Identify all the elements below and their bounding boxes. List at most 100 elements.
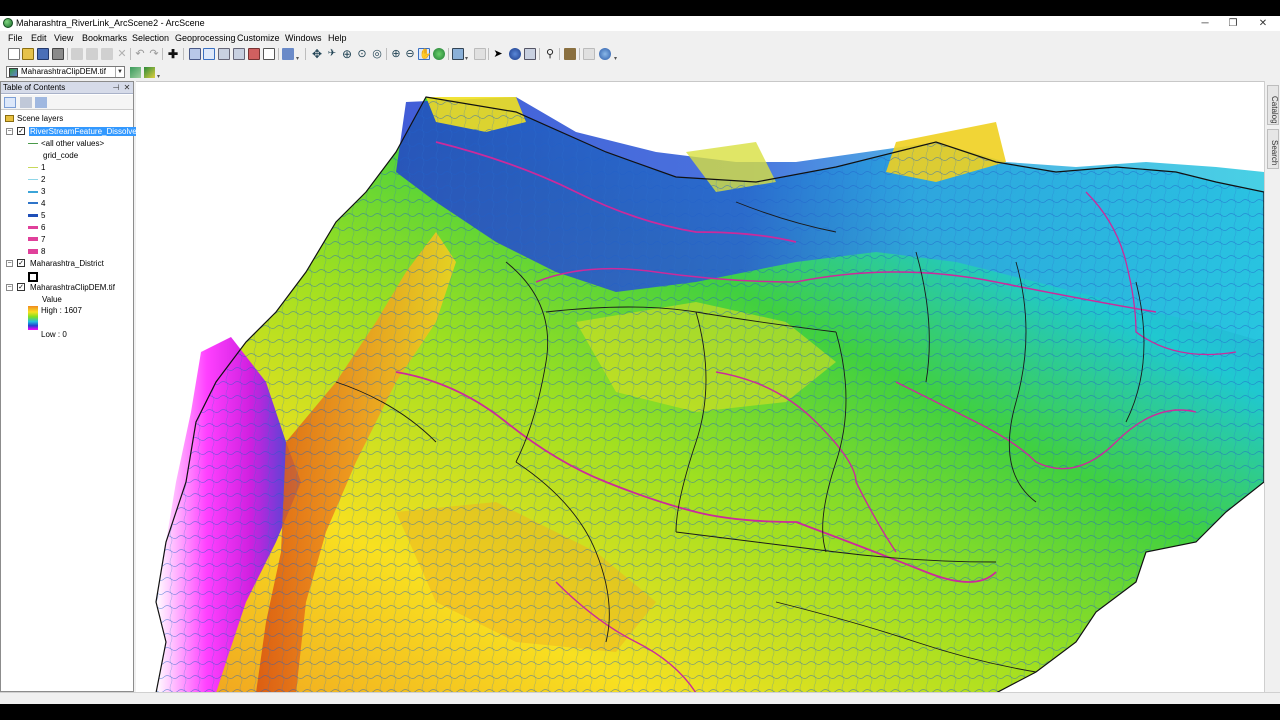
print-icon[interactable] — [52, 48, 64, 60]
layer-visibility-checkbox[interactable]: ✓ — [17, 283, 25, 291]
full-extent-icon[interactable] — [203, 48, 215, 60]
legend-line-symbol — [28, 214, 38, 217]
scene-view[interactable] — [136, 81, 1264, 692]
pan-hand-icon[interactable]: ✋ — [418, 48, 432, 60]
legend-label: 6 — [41, 223, 46, 232]
select-pointer-icon[interactable]: ➤ — [493, 48, 503, 60]
legend-label: 8 — [41, 247, 46, 256]
table-of-contents-panel: Table of Contents ⊣ ✕ Scene layers − ✓ R… — [0, 81, 138, 692]
minimize-button[interactable]: ─ — [1201, 18, 1209, 29]
pin-icon[interactable]: ⊣ — [112, 83, 120, 92]
toolbar-overflow-icon[interactable]: ▾ — [296, 56, 300, 62]
expand-collapse-icon[interactable]: − — [6, 284, 13, 291]
catalog-tab[interactable]: Catalog — [1267, 85, 1279, 125]
major-river-tapi — [435, 141, 797, 243]
menu-help[interactable]: Help — [328, 33, 347, 43]
zoom-out-icon[interactable]: ⊖ — [405, 48, 415, 60]
target-center-icon[interactable]: ⊕ — [341, 47, 353, 61]
layer-river-stream[interactable]: RiverStreamFeature_Dissolve — [29, 126, 138, 137]
toolbar-separator — [559, 48, 560, 60]
open-folder-icon[interactable] — [22, 48, 34, 60]
add-data-icon[interactable]: ✚ — [167, 47, 179, 61]
menu-bookmarks[interactable]: Bookmarks — [82, 33, 128, 43]
paste-icon[interactable] — [101, 48, 113, 60]
layer-dem[interactable]: MaharashtraClipDEM.tif — [30, 283, 115, 292]
save-icon[interactable] — [37, 48, 49, 60]
chevron-down-icon[interactable]: ▼ — [115, 67, 124, 77]
catalog-tab-label: Catalog — [1270, 96, 1279, 124]
toolbar-separator — [386, 48, 387, 60]
menu-geoprocessing[interactable]: Geoprocessing — [175, 33, 236, 43]
new-document-icon[interactable] — [8, 48, 20, 60]
scene-properties-icon[interactable] — [189, 48, 201, 60]
district-boundaries — [335, 201, 1145, 673]
measure-icon[interactable] — [564, 48, 576, 60]
title-bar: Maharashtra_RiverLink_ArcScene2 - ArcSce… — [0, 16, 1280, 31]
layer-properties-icon[interactable] — [218, 48, 230, 60]
right-dock-strip: Catalog Search — [1264, 81, 1280, 692]
restore-button[interactable]: ❐ — [1228, 18, 1238, 29]
html-popup-icon[interactable] — [524, 48, 536, 60]
zoom-target-icon[interactable]: ⊙ — [357, 48, 367, 60]
time-slider-icon[interactable] — [583, 48, 595, 60]
list-by-source-icon[interactable] — [20, 97, 32, 108]
identify-icon[interactable] — [509, 48, 521, 60]
set-observer-icon[interactable]: ◎ — [372, 48, 382, 60]
layer-dropdown[interactable]: MaharashtraClipDEM.tif ▼ — [6, 66, 125, 78]
animation-dropdown-icon[interactable]: ▾ — [614, 56, 618, 62]
menu-customize[interactable]: Customize — [237, 33, 280, 43]
arctoolbox-icon[interactable] — [282, 48, 294, 60]
select-dropdown-icon[interactable]: ▾ — [465, 56, 469, 62]
close-button[interactable]: ✕ — [1258, 18, 1268, 29]
full-extent-globe-icon[interactable] — [433, 48, 445, 60]
layer-lighting-icon[interactable] — [144, 67, 155, 78]
undo-icon[interactable]: ↶ — [135, 48, 145, 60]
layer-district[interactable]: Maharashtra_District — [30, 259, 104, 268]
layer-transparency-icon[interactable] — [130, 67, 141, 78]
cut-icon[interactable] — [71, 48, 83, 60]
find-binoculars-icon[interactable]: ⚲ — [545, 48, 555, 60]
menu-windows[interactable]: Windows — [285, 33, 322, 43]
legend-line-symbol — [28, 143, 38, 144]
window-icon[interactable] — [263, 48, 275, 60]
fly-icon[interactable]: ✈ — [327, 48, 337, 59]
layer-visibility-checkbox[interactable]: ✓ — [17, 127, 25, 135]
toolbar-overflow-icon[interactable]: ▾ — [157, 74, 161, 80]
copy-icon[interactable] — [86, 48, 98, 60]
menu-view[interactable]: View — [54, 33, 74, 43]
legend-line-symbol — [28, 249, 38, 254]
record-icon[interactable] — [248, 48, 260, 60]
top-black-bar — [0, 0, 1280, 16]
select-features-icon[interactable] — [452, 48, 464, 60]
menu-edit[interactable]: Edit — [31, 33, 47, 43]
delete-icon[interactable]: ✕ — [117, 48, 127, 60]
redo-icon[interactable]: ↷ — [149, 48, 159, 60]
arcscene-window: Maharashtra_RiverLink_ArcScene2 - ArcSce… — [0, 16, 1280, 704]
legend-line-symbol — [28, 226, 38, 229]
menu-file[interactable]: File — [8, 33, 23, 43]
layer-visibility-checkbox[interactable]: ✓ — [17, 259, 25, 267]
stream-network-texture — [156, 97, 1264, 692]
list-by-visibility-icon[interactable] — [35, 97, 47, 108]
toolbar-separator — [448, 48, 449, 60]
toolbar-separator — [488, 48, 489, 60]
major-river-bhima — [555, 581, 697, 692]
expand-collapse-icon[interactable]: − — [6, 260, 13, 267]
legend-low-label: Low : 0 — [41, 330, 67, 339]
standard-toolbar: ✕ ↶ ↷ ✚ ▾ ✥ ✈ ⊕ ⊙ ◎ ⊕ ⊖ ✋ ▾ ➤ ⚲ — [0, 45, 1280, 63]
expand-collapse-icon[interactable]: − — [6, 128, 13, 135]
menu-selection[interactable]: Selection — [132, 33, 170, 43]
legend-label: 7 — [41, 235, 46, 244]
zoom-in-icon[interactable]: ⊕ — [391, 48, 401, 60]
table-icon[interactable] — [233, 48, 245, 60]
toc-header: Table of Contents ⊣ ✕ — [1, 82, 133, 94]
list-by-drawing-order-icon[interactable] — [4, 97, 16, 108]
clear-selection-icon[interactable] — [474, 48, 486, 60]
search-tab[interactable]: Search — [1267, 129, 1279, 169]
legend-label: <all other values> — [41, 139, 105, 148]
dem-terrain-map[interactable] — [136, 82, 1264, 692]
bottom-black-bar — [0, 704, 1280, 720]
navigate-icon[interactable]: ✥ — [311, 47, 323, 61]
toc-close-icon[interactable]: ✕ — [123, 83, 131, 92]
animation-globe-icon[interactable] — [599, 48, 611, 60]
